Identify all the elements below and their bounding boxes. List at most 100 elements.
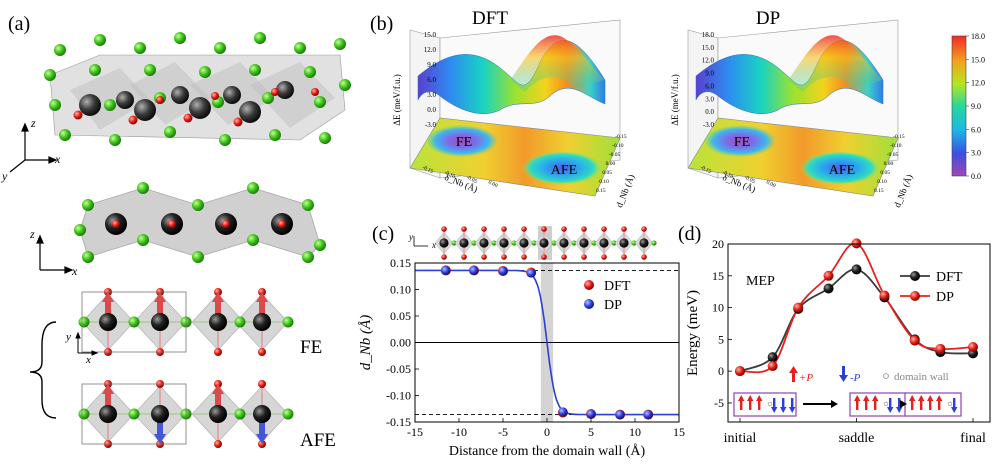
inset-o-atom [641,254,647,260]
inset-o-atom [481,254,487,260]
y-tick-label: -0.05 [887,152,899,158]
o-atom [233,117,243,127]
o-atom [214,440,222,448]
config-arrow-head [927,395,934,401]
inset-cl-atom [471,240,477,246]
config-arrow-head [896,407,903,413]
inset-o-atom [501,226,507,232]
domain-wall-marker [883,373,889,379]
cl-atom [249,64,261,76]
x-tick-label: -5 [498,425,508,439]
x-tick-label: -10 [451,425,467,439]
dft-point [767,352,778,363]
nb-atom [253,313,271,331]
z-tick-label: -3.0 [425,121,437,129]
cl-atom [294,42,306,54]
polarization-arrow-head [256,292,268,302]
cl-atom [74,224,86,236]
y-tick-label: 20 [712,237,724,251]
legend-label: DFT [604,279,631,294]
z-tick-label: 6.0 [427,76,436,84]
o-atom [168,220,176,228]
config-arrow [749,399,752,410]
polarization-arrow [259,300,265,314]
cl-atom [54,44,66,56]
x-tick-label: initial [724,431,757,446]
config-arrow [953,398,956,409]
z-tick-label: 15.0 [424,31,437,39]
cl-atom [49,99,61,111]
legend-marker [910,271,920,281]
polarization-arrow [259,422,265,436]
wall-marker [947,401,953,407]
panel-a-label: (a) [8,13,30,35]
cl-atom [254,32,266,44]
y-tick-label: 0.00 [606,161,616,167]
nb-atom [209,405,227,423]
down-arrow-legend-head [839,375,848,382]
z-tick-label: 3.0 [705,95,714,103]
chart-d: -5 0 5 10 15 20 initial saddle final Energy (meV)… [685,237,991,446]
axes-small [75,331,99,356]
x-tick-label: final [960,431,986,446]
o-atom [73,110,83,120]
y-tick-label: -0.15 [386,415,411,429]
inset-cl-atom [511,240,517,246]
x-tick-label: -15 [407,425,423,439]
inset-o-atom [441,226,447,232]
atoms-3d [44,32,351,146]
legend-label: DFT [936,270,963,285]
x-tick-label: 5 [588,425,594,439]
config-arrow [874,399,877,410]
axis-y-label-small: y [65,331,71,343]
axes-side [36,234,74,274]
inset-o-atom [521,254,527,260]
cl-atom [314,239,326,251]
o-atom-back [156,96,164,104]
o-atom-back [211,92,219,100]
x-tick-label: 15 [673,425,685,439]
y-axis-label: Energy (meV) [685,290,701,376]
inset-cl-atom [631,240,637,246]
x-tick-label: 0.00 [765,179,777,189]
cl-atom [269,129,281,141]
legend-marker [910,291,920,301]
z-axis-label: ΔE (meV/f.u.) [392,74,402,126]
polarization-arrow-head [212,292,224,302]
cl-atom [192,199,204,211]
y-axis-label: d_Nb (Å) [892,173,914,209]
o-atom [214,348,222,356]
colorbar-tick-label: 6.0 [971,125,981,134]
nb-atom [134,99,156,121]
y-tick-label: 0.15 [390,256,411,270]
config-arrow-head [780,407,787,413]
inset-o-atom [481,226,487,232]
chart-c: -15 -10 -5 0 5 10 15 -0.15 -0.10 -0.05 0.00 0.05 0.1… [358,256,685,459]
dp-point [968,341,978,352]
config-arrow-head [756,395,763,401]
z-tick-label: 6.0 [705,82,714,90]
z-tick-label: 3.0 [427,91,436,99]
cl-atom [199,66,211,78]
cl-atom [82,199,94,211]
o-atom [222,220,230,228]
y-tick-label: 0.00 [390,336,411,350]
inset-cl-atom [651,240,657,246]
colorbar-tick-label: 12.0 [971,79,985,88]
colorbar-tick-label: 3.0 [971,149,981,158]
brace [29,321,57,419]
mep-label: MEP [746,274,775,289]
axes-3d [9,122,58,173]
y-tick-label: 0.15 [874,188,884,194]
polarization-arrow [157,422,163,436]
inset-x-label: x [431,240,436,250]
dp-point [879,290,890,301]
cl-atom [214,42,226,54]
config-arrow [929,399,932,410]
polarization-arrow-head [102,292,114,302]
nb-atom [239,101,261,123]
panel-d: (d) -5 0 5 10 15 20 initial saddle final Energy (… [678,223,991,446]
cl-atom [334,38,346,50]
down-arrow-label: -P [850,372,861,384]
inset-o-atom [441,254,447,260]
